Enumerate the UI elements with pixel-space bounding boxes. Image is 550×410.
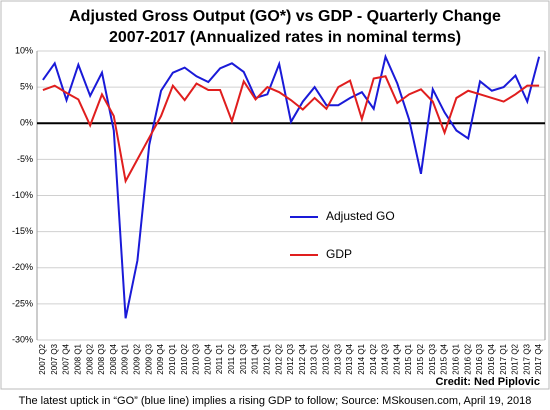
x-tick-label: 2013 Q1 [310,343,319,374]
x-tick-label: 2010 Q4 [203,343,212,374]
caption: The latest uptick in “GO” (blue line) im… [19,395,532,407]
legend-label: GDP [326,247,352,261]
y-tick-label: -5% [17,154,33,164]
chart-subtitle: 2007-2017 (Annualized rates in nominal t… [109,29,461,46]
x-tick-label: 2010 Q3 [192,343,201,374]
x-tick-label: 2007 Q3 [50,343,59,374]
x-tick-label: 2012 Q1 [262,343,271,374]
x-tick-label: 2012 Q4 [298,343,307,374]
x-tick-label: 2013 Q2 [322,343,331,374]
x-tick-label: 2007 Q4 [62,343,71,374]
x-tick-label: 2010 Q1 [168,343,177,374]
x-tick-label: 2013 Q3 [333,343,342,374]
y-tick-label: -15% [12,226,33,236]
y-tick-label: 10% [15,45,33,55]
x-tick-label: 2014 Q4 [392,343,401,374]
x-tick-label: 2013 Q4 [345,343,354,374]
data-line [42,53,541,319]
y-tick-label: -20% [12,262,33,272]
x-tick-label: 2012 Q2 [274,343,283,374]
x-tick-label: 2017 Q3 [522,343,531,374]
x-tick-label: 2008 Q4 [109,343,118,374]
x-tick-label: 2011 Q1 [215,343,224,374]
y-tick-label: 0% [20,118,33,128]
x-tick-label: 2016 Q2 [463,343,472,374]
chart-title: Adjusted Gross Output (GO*) vs GDP - Qua… [69,8,501,25]
data-line [42,75,540,185]
y-tick-label: 5% [20,82,33,92]
credit: Credit: Ned Piplovic [435,376,540,388]
x-tick-label: 2016 Q1 [452,343,461,374]
x-tick-label: 2009 Q1 [121,343,130,374]
chart-frame [0,0,550,390]
x-tick-label: 2011 Q4 [251,343,260,374]
x-tick-label: 2012 Q3 [286,343,295,374]
x-tick-label: 2017 Q4 [534,343,543,374]
x-tick-label: 2015 Q3 [428,343,437,374]
x-tick-label: 2016 Q3 [475,343,484,374]
y-tick-label: -10% [12,190,33,200]
x-tick-label: 2014 Q2 [369,343,378,374]
x-tick-label: 2015 Q2 [416,343,425,374]
x-tick-label: 2008 Q3 [97,343,106,374]
x-tick-label: 2007 Q2 [38,343,47,374]
x-tick-label: 2015 Q4 [440,343,449,374]
y-tick-label: -30% [12,334,33,344]
x-tick-label: 2009 Q2 [133,343,142,374]
x-tick-label: 2016 Q4 [487,343,496,374]
x-tick-label: 2008 Q2 [85,343,94,374]
x-tick-label: 2015 Q1 [404,343,413,374]
x-tick-label: 2010 Q2 [180,343,189,374]
x-tick-label: 2011 Q2 [227,343,236,374]
x-tick-label: 2008 Q1 [73,343,82,374]
x-tick-label: 2017 Q2 [511,343,520,374]
x-tick-label: 2009 Q3 [144,343,153,374]
x-tick-label: 2014 Q3 [381,343,390,374]
x-tick-label: 2014 Q1 [357,343,366,374]
y-tick-label: -25% [12,298,33,308]
x-tick-label: 2009 Q4 [156,343,165,374]
legend-label: Adjusted GO [326,209,395,223]
x-tick-label: 2017 Q1 [499,343,508,374]
x-tick-label: 2011 Q3 [239,343,248,374]
